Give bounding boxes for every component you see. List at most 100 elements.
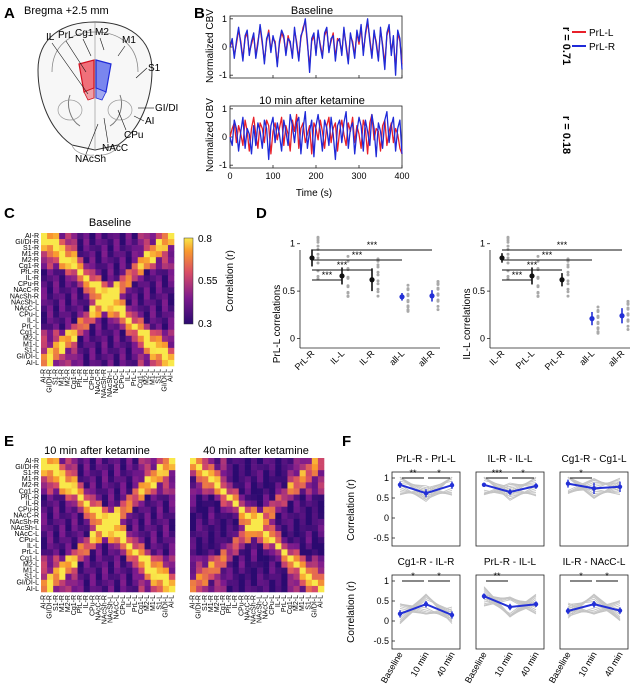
row-label: NAcC-R [13,287,39,294]
heatmap-cell [65,458,72,465]
heatmap-cell [47,305,54,312]
heatmap-cell [65,233,72,240]
heatmap-cell [317,525,325,532]
heatmap-cell [190,494,197,501]
heatmap-cell [77,257,84,264]
heatmap-cell [71,579,78,587]
heatmap-cell [317,543,325,550]
heatmap-cell [144,561,151,568]
column-label: AI-R [41,369,48,383]
heatmap-cell [281,543,288,550]
heatmap-cell [208,531,215,538]
heatmap-cell [132,549,139,556]
heatmap-cell [41,512,48,520]
significance-label: * [579,468,583,478]
heatmap-cell [71,518,78,526]
heatmap-cell [299,458,307,465]
heatmap-cell [119,317,126,324]
label-s1: S1 [148,63,161,74]
heatmap-cell [114,537,121,544]
heatmap-cell [95,561,103,568]
heatmap-cell [250,458,258,465]
panel-letter-f: F [342,433,351,450]
heatmap-cell [263,458,270,465]
heatmap-cell [269,470,276,477]
data-point [406,304,410,308]
heatmap-cell [232,525,240,532]
heatmap-cell [238,506,246,514]
heatmap-cell [119,359,126,367]
heatmap-cell [71,275,78,282]
panel-d: PrL-L correlations IL-L correlations 00.… [272,235,630,372]
heatmap-cell [226,579,233,587]
column-label: Cg1-L [138,595,145,614]
row-label: NAcSh-R [10,519,39,526]
data-point [316,252,320,256]
heatmap-cell [119,311,126,318]
heatmap-cell [214,543,221,550]
heatmap-cell [150,579,158,587]
heatmap-cell [95,512,103,520]
heatmap-cell [275,518,282,526]
data-point [506,274,510,278]
heatmap-cell [317,464,325,471]
heatmap-cell [220,458,227,465]
heatmap-cell [108,537,115,544]
region-il-left [83,87,95,101]
heatmap-cell [114,579,121,587]
heatmap-cell [131,305,139,312]
heatmap-cell [293,458,300,465]
heatmap-cell [108,567,115,575]
heatmap-cell [125,353,132,361]
heatmap-cell [150,555,158,562]
heatmap-cell [275,512,282,520]
heatmap-cell [47,323,54,331]
heatmap-cell [95,476,103,483]
heatmap-cell [190,518,197,526]
heatmap-cell [150,518,158,526]
heatmap-cell [71,257,78,264]
heatmap-cell [143,275,151,282]
heatmap-cell [89,335,96,343]
heatmap-cell [226,537,233,544]
heatmap-cell [83,251,90,258]
heatmap-cell [65,341,72,349]
heatmap-cell [202,525,209,532]
subject-line [483,594,537,616]
heatmap-cell [263,543,270,550]
heatmap-cell [150,458,158,465]
heatmap-cell [305,518,313,526]
heatmap-cell [101,555,109,562]
heatmap-cell [202,470,209,477]
heatmap-cell [232,458,240,465]
row-label: GI/DI-L [16,580,39,587]
heatmap-cell [143,359,151,367]
heatmap-cell [77,329,84,337]
heatmap-cell [156,506,164,514]
heatmap-cell [150,525,158,532]
heatmap-cell [250,476,258,483]
heatmap-cell [95,347,102,355]
heatmap-cell [220,506,227,514]
data-point [316,261,320,265]
heatmap-cell [167,347,175,355]
heatmap-cell [113,293,120,300]
heatmap-cell [119,323,126,331]
heatmap-cell [299,531,307,538]
data-point [506,252,510,256]
y-tick-label: 1 [222,14,227,24]
heatmap-cell [138,543,145,550]
e-row-labels: AI-RAI-RGI/DI-RGI/DI-RS1-RS1-RM1-RM1-RM2… [10,458,325,624]
heatmap-cell [107,293,114,300]
row-label: Cg1-L [20,330,39,337]
heatmap-cell [95,567,103,575]
heatmap-cell [137,311,145,318]
heatmap-cell [41,275,48,282]
heatmap-cell [132,567,139,575]
heatmap-cell [41,233,48,240]
panel-e: 10 min after ketamine 40 min after ketam… [10,445,325,624]
heatmap-cell [162,512,170,520]
heatmap-cell [208,488,215,495]
heatmap-cell [95,359,102,367]
heatmap-cell [250,488,258,495]
